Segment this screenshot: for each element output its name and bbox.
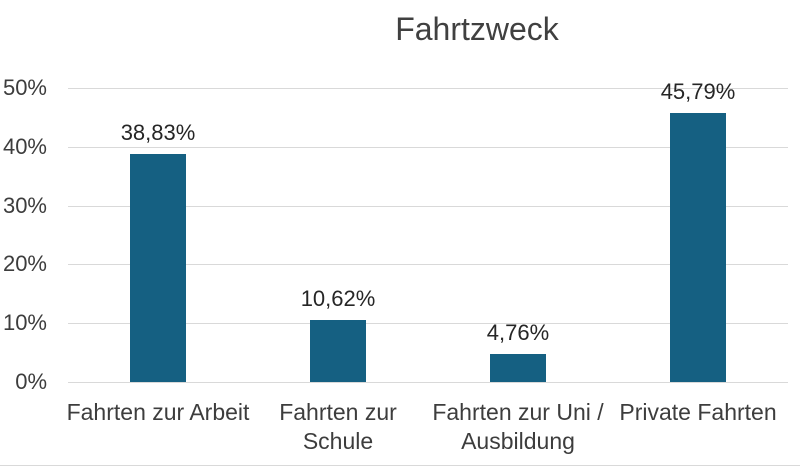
gridline xyxy=(68,206,788,207)
gridline xyxy=(68,88,788,89)
y-axis-tick-label: 50% xyxy=(2,75,47,100)
gridline xyxy=(68,323,788,324)
y-axis-tick-label: 40% xyxy=(2,134,47,159)
bar xyxy=(310,320,366,382)
bar-value-label: 38,83% xyxy=(120,120,196,145)
y-axis-tick-label: 0% xyxy=(15,369,47,394)
y-axis-tick-label: 20% xyxy=(2,251,47,276)
x-axis-line xyxy=(68,382,788,383)
x-axis-category-label: Fahrten zur Arbeit xyxy=(66,399,250,425)
bar-value-label: 10,62% xyxy=(300,286,376,311)
chart-title: Fahrtzweck xyxy=(395,11,559,47)
bar-value-label: 45,79% xyxy=(660,79,736,104)
chart-bottom-border-line xyxy=(0,465,800,466)
gridline xyxy=(68,147,788,148)
x-axis-category-label: Fahrten zur Uni / Ausbildung xyxy=(432,399,604,454)
bar xyxy=(130,154,186,382)
y-axis-tick-label: 10% xyxy=(2,310,47,335)
bar xyxy=(490,354,546,382)
x-axis-category-label: Fahrten zur Schule xyxy=(279,399,397,454)
y-axis-tick-label: 30% xyxy=(2,193,47,218)
gridline xyxy=(68,264,788,265)
x-axis-category-label: Private Fahrten xyxy=(619,399,777,425)
bar-value-label: 4,76% xyxy=(486,320,550,345)
bar xyxy=(670,113,726,382)
